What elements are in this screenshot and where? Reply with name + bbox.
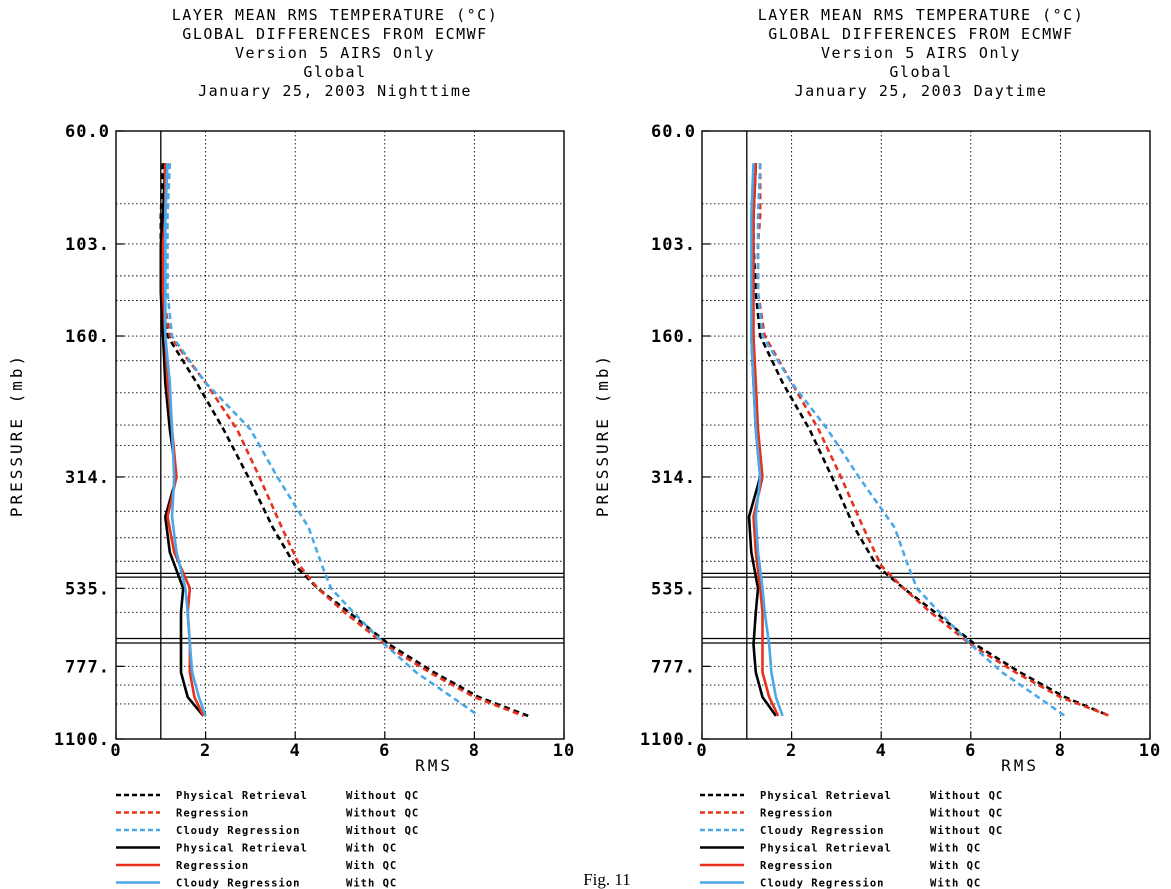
legend-qc-label: Without QC: [346, 790, 419, 802]
chart-title-line: LAYER MEAN RMS TEMPERATURE (°C): [758, 6, 1084, 24]
legend-series-name: Cloudy Regression: [176, 825, 300, 837]
y-tick-label: 160.: [65, 327, 110, 347]
y-tick-label: 535.: [651, 579, 696, 599]
chart-panel-nighttime: LAYER MEAN RMS TEMPERATURE (°C)GLOBAL DI…: [7, 6, 575, 889]
y-tick-label: 1100.: [54, 730, 110, 750]
series-line: [752, 163, 1111, 718]
legend-series-name: Physical Retrieval: [760, 843, 892, 855]
legend-series-name: Physical Retrieval: [760, 790, 892, 802]
figure-caption: Fig. 11: [583, 870, 631, 889]
plot-frame: [701, 130, 1151, 740]
legend-series-name: Regression: [760, 808, 833, 820]
x-tick-label: 0: [110, 741, 121, 761]
chart-panel-daytime: LAYER MEAN RMS TEMPERATURE (°C)GLOBAL DI…: [593, 6, 1161, 889]
x-axis-label: RMS: [1001, 756, 1039, 775]
chart-title-line: LAYER MEAN RMS TEMPERATURE (°C): [172, 6, 498, 24]
legend-series-name: Cloudy Regression: [760, 825, 884, 837]
y-tick-label: 314.: [65, 468, 110, 488]
legend-qc-label: With QC: [930, 843, 981, 855]
y-tick-label: 160.: [651, 327, 696, 347]
legend-qc-label: With QC: [346, 860, 397, 872]
y-tick-label: 60.0: [651, 122, 696, 142]
y-axis-label: PRESSURE (mb): [593, 353, 612, 517]
legend-qc-label: With QC: [930, 878, 981, 889]
y-tick-label: 103.: [65, 235, 110, 255]
legend-qc-label: Without QC: [930, 790, 1003, 802]
chart-title-line: January 25, 2003 Daytime: [795, 82, 1048, 100]
y-tick-label: 777.: [651, 657, 696, 677]
y-tick-label: 535.: [65, 579, 110, 599]
x-tick-label: 2: [786, 741, 797, 761]
legend-qc-label: Without QC: [930, 808, 1003, 820]
chart-title-line: Version 5 AIRS Only: [235, 44, 435, 62]
y-tick-label: 1100.: [640, 730, 696, 750]
series-line: [161, 163, 205, 717]
series-line: [756, 163, 1111, 718]
series-line: [749, 163, 784, 717]
y-tick-label: 777.: [65, 657, 110, 677]
series-line: [756, 163, 1066, 717]
y-tick-label: 103.: [651, 235, 696, 255]
chart-title-line: Version 5 AIRS Only: [821, 44, 1021, 62]
plot-frame: [115, 130, 565, 740]
x-tick-label: 10: [1139, 741, 1161, 761]
legend-qc-label: Without QC: [930, 825, 1003, 837]
legend-series-name: Regression: [760, 860, 833, 872]
legend-series-name: Regression: [176, 860, 249, 872]
chart-title-line: January 25, 2003 Nighttime: [198, 82, 472, 100]
x-tick-label: 6: [379, 741, 390, 761]
x-axis-label: RMS: [415, 756, 453, 775]
chart-title-line: Global: [303, 63, 366, 81]
legend-series-name: Cloudy Regression: [176, 878, 300, 889]
x-tick-label: 2: [200, 741, 211, 761]
legend-qc-label: With QC: [346, 843, 397, 855]
legend-series-name: Cloudy Regression: [760, 878, 884, 889]
legend-qc-label: Without QC: [346, 825, 419, 837]
legend-series-name: Regression: [176, 808, 249, 820]
x-tick-label: 4: [290, 741, 301, 761]
y-tick-label: 314.: [651, 468, 696, 488]
y-axis-label: PRESSURE (mb): [7, 353, 26, 517]
series-line: [164, 163, 207, 717]
x-tick-label: 8: [1055, 741, 1066, 761]
x-tick-label: 6: [965, 741, 976, 761]
x-tick-label: 4: [876, 741, 887, 761]
series-line: [166, 163, 480, 717]
series-line: [159, 163, 529, 718]
chart-title-line: GLOBAL DIFFERENCES FROM ECMWF: [768, 25, 1073, 43]
series-line: [161, 163, 525, 718]
x-tick-label: 8: [469, 741, 480, 761]
legend-series-name: Physical Retrieval: [176, 843, 308, 855]
x-tick-label: 0: [696, 741, 707, 761]
chart-title-line: GLOBAL DIFFERENCES FROM ECMWF: [182, 25, 487, 43]
legend-qc-label: With QC: [346, 878, 397, 889]
legend-series-name: Physical Retrieval: [176, 790, 308, 802]
legend-qc-label: Without QC: [346, 808, 419, 820]
y-tick-label: 60.0: [65, 122, 110, 142]
x-tick-label: 10: [553, 741, 575, 761]
chart-title-line: Global: [889, 63, 952, 81]
legend-qc-label: With QC: [930, 860, 981, 872]
